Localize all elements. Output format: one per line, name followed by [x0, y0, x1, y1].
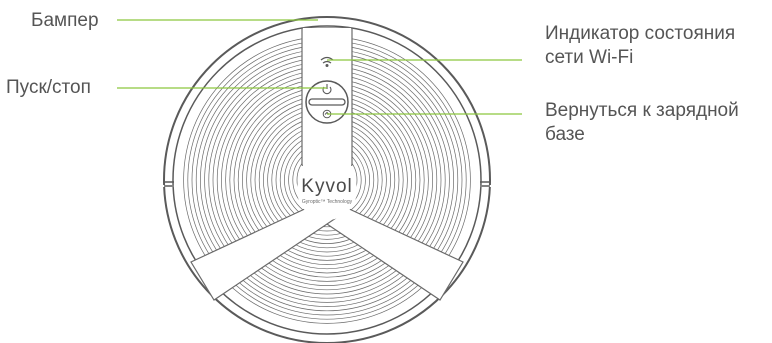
label-return-to-dock: Вернуться к зарядной базе [545, 99, 739, 147]
start-stop-button[interactable] [308, 98, 346, 106]
label-wifi-line-2: сети Wi-Fi [545, 47, 634, 68]
label-wifi-line-1: Индикатор состояния [545, 23, 736, 44]
brand-logo-text: Kyvol [301, 176, 352, 197]
label-bumper: Бампер [31, 10, 99, 31]
brand-tagline: Gyroptic™ Technology [302, 199, 353, 205]
label-dock-line-1: Вернуться к зарядной [545, 100, 739, 121]
leader-lines [117, 19, 522, 115]
wifi-icon [320, 56, 334, 67]
label-wifi-indicator: Индикатор состояния сети Wi-Fi [545, 22, 735, 70]
label-start-stop: Пуск/стоп [6, 77, 91, 98]
label-dock-line-2: базе [545, 124, 585, 145]
top-cover-grooves [183, 36, 471, 324]
wifi-status-indicator [320, 56, 334, 67]
control-button-pod[interactable] [305, 80, 349, 124]
